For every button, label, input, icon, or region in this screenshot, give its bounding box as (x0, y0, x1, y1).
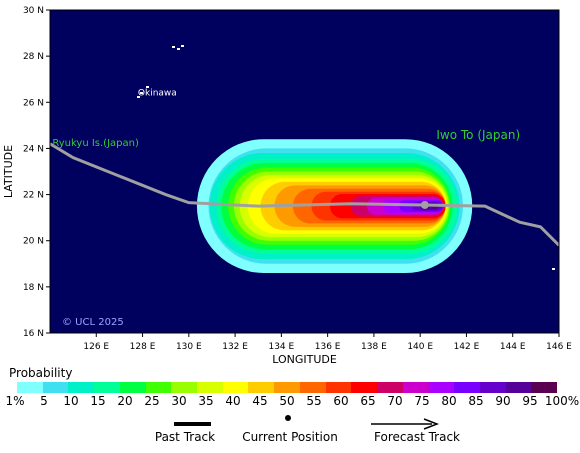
legend-label: 85 (468, 394, 484, 408)
legend-label: 25 (144, 394, 160, 408)
map-border (49, 9, 560, 334)
x-tick-label: 134 E (268, 342, 294, 352)
map-plot-area: Okinawa Ryukyu Is.(Japan) Iwo To (Japan) © … (50, 10, 559, 333)
storm-track (50, 142, 559, 247)
legend-label: 60 (333, 394, 349, 408)
legend-label: 95 (522, 394, 538, 408)
legend-label: 65 (360, 394, 376, 408)
x-tick-label: 128 E (130, 342, 156, 352)
y-tick-label: 24 N (23, 144, 44, 154)
legend-swatch-12 (325, 382, 352, 393)
map-axes: 126 E 128 E 130 E 132 E 134 E 136 E 138 E 140 E… (2, 6, 572, 366)
x-tick-label: 142 E (454, 342, 480, 352)
island-5 (140, 92, 143, 94)
legend-swatch-18 (479, 382, 506, 393)
probability-field (196, 139, 473, 274)
y-tick-label: 16 N (23, 329, 44, 339)
current-position-label: Current Position (242, 430, 338, 444)
probability-labels: 1% 5 10 15 20 25 30 35 40 45 50 55 60 65 70 75 80 85 90 95 1… (0, 394, 580, 408)
copyright-text: © UCL 2025 (62, 317, 124, 328)
x-tick-label: 140 E (407, 342, 433, 352)
legend-label: 80 (441, 394, 457, 408)
legend-swatch-14 (377, 382, 403, 393)
y-tick-label: 30 N (23, 6, 44, 16)
legend-swatch-7 (197, 382, 223, 393)
legend-swatch-1 (42, 382, 69, 393)
legend-label: 35 (198, 394, 214, 408)
legend-swatch-0 (17, 382, 43, 393)
probability-color-bar (17, 382, 558, 393)
legend-label: 1% (5, 394, 25, 408)
y-tick-label: 26 N (23, 98, 44, 108)
y-tick-label: 28 N (23, 52, 44, 62)
island-6 (552, 268, 555, 270)
place-label: Iwo To (Japan) (436, 128, 520, 142)
legend-label: 90 (495, 394, 511, 408)
place-label: Ryukyu Is.(Japan) (52, 138, 139, 149)
x-tick-label: 138 E (361, 342, 387, 352)
forecast-track-label: Forecast Track (374, 430, 460, 444)
legend-swatch-4 (119, 382, 146, 393)
legend-label: 10 (63, 394, 79, 408)
legend-swatch-5 (145, 382, 172, 393)
forecast-arrow-icon (423, 418, 440, 430)
y-tick-label: 18 N (23, 283, 44, 293)
legend-swatch-6 (171, 382, 198, 393)
legend-label: 5 (40, 394, 48, 408)
legend-swatch-17 (454, 382, 480, 393)
legend-swatch-10 (274, 382, 300, 393)
legend-label: 45 (252, 394, 268, 408)
x-tick-label: 136 E (315, 342, 341, 352)
island-4 (137, 96, 140, 98)
y-axis-title: LATITUDE (2, 145, 15, 198)
island-2 (181, 45, 184, 47)
y-tick-label: 20 N (23, 237, 44, 247)
legend-label: 50 (279, 394, 295, 408)
x-tick-label: 130 E (176, 342, 202, 352)
legend-swatch-19 (505, 382, 532, 393)
legend-label: 55 (306, 394, 322, 408)
x-axis-title: LONGITUDE (272, 353, 337, 366)
legend-swatch-15 (402, 382, 429, 393)
current-position-marker (420, 200, 429, 209)
legend-swatch-9 (248, 382, 275, 393)
legend-swatch-2 (68, 382, 95, 393)
island-1 (177, 48, 180, 50)
past-track-label: Past Track (154, 430, 216, 444)
legend-label: 15 (90, 394, 106, 408)
x-tick-label: 146 E (546, 342, 572, 352)
track-legend-symbols (174, 415, 440, 430)
legend-label: 70 (387, 394, 403, 408)
legend-label: 100% (544, 394, 580, 408)
legend-swatch-13 (351, 382, 378, 393)
legend-swatch-20 (531, 382, 558, 393)
legend-swatch-11 (299, 382, 326, 393)
y-tick-label: 22 N (23, 191, 44, 201)
legend-swatch-3 (94, 382, 120, 393)
legend-swatch-16 (428, 382, 455, 393)
island-0 (172, 46, 175, 48)
x-tick-label: 132 E (222, 342, 248, 352)
legend-label: 20 (117, 394, 133, 408)
x-tick-label: 126 E (83, 342, 109, 352)
island-3 (146, 86, 149, 88)
track-legend: Past Track Current Position Forecast Tra… (0, 410, 580, 450)
legend-label: 40 (225, 394, 241, 408)
current-position-symbol (285, 415, 291, 421)
legend-title: Probability (9, 366, 73, 380)
legend-label: 75 (414, 394, 430, 408)
place-label: Okinawa (138, 88, 177, 98)
legend-label: 30 (171, 394, 187, 408)
legend-swatch-8 (222, 382, 249, 393)
x-tick-label: 144 E (500, 342, 526, 352)
